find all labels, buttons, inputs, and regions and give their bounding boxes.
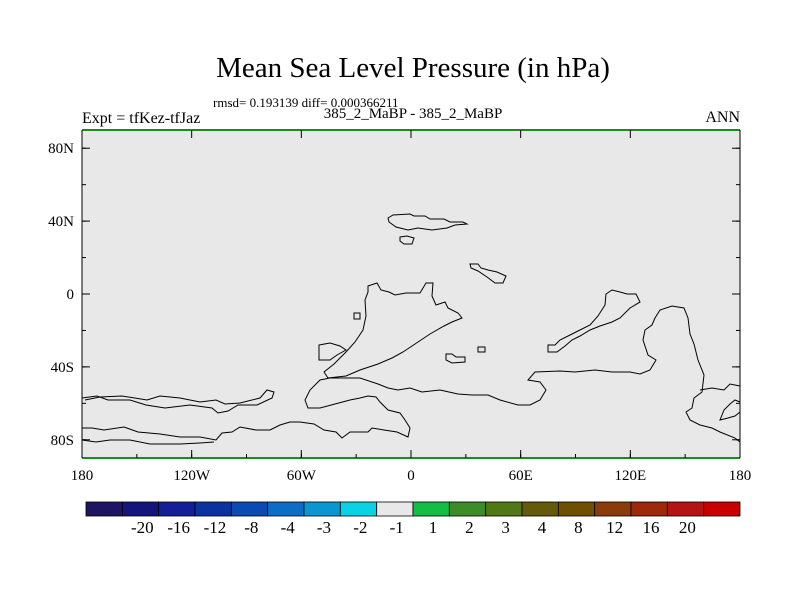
coastline-small-island — [399, 235, 415, 245]
coastline-europe — [387, 213, 469, 231]
coastline-caspian — [469, 263, 507, 284]
colorbar-box — [267, 501, 305, 517]
colorbar-label: -12 — [204, 518, 227, 537]
coastline-antarctica — [82, 305, 741, 443]
colorbar-box — [339, 501, 378, 517]
colorbar-label: 12 — [606, 518, 623, 537]
colorbar-box — [485, 501, 523, 517]
colorbar-box — [448, 501, 487, 517]
lon-tick-label: 0 — [407, 468, 415, 484]
colorbar-box — [376, 501, 414, 517]
colorbar-box — [303, 501, 341, 517]
colorbar-label: -1 — [390, 518, 404, 537]
coastline-tiny-c — [477, 346, 486, 353]
colorbar-box — [194, 501, 232, 517]
lon-tick-label: 60E — [509, 468, 533, 484]
colorbar-box — [412, 501, 450, 517]
experiment-subtitle: 385_2_MaBP - 385_2_MaBP — [323, 106, 503, 122]
colorbar-label: 16 — [642, 518, 659, 537]
colorbar-box — [630, 501, 668, 517]
coastline-tiny-a — [353, 312, 361, 320]
coastline-southern-lower — [81, 439, 215, 445]
axis-ticks: 180 120W 60W 0 60E 120E 180 80N 40N 0 40S 80S — [48, 130, 751, 484]
colorbar-label: -4 — [281, 518, 296, 537]
lon-tick-label: 120W — [173, 468, 211, 484]
coastline-africa — [323, 282, 463, 379]
colorbar-label: 2 — [465, 518, 474, 537]
lat-tick-label: 40N — [48, 214, 74, 230]
coastline-tiny-b — [445, 353, 466, 364]
experiment-label: Expt = tfKez-tfJaz — [82, 110, 201, 127]
colorbar-box — [85, 501, 123, 517]
colorbar-box — [521, 501, 559, 517]
colorbar-box — [703, 501, 741, 517]
map-field — [82, 130, 740, 458]
coastline-asia — [547, 289, 641, 353]
colorbar-label: 8 — [574, 518, 583, 537]
lat-tick-label: 0 — [67, 287, 75, 303]
colorbar-label: 1 — [429, 518, 438, 537]
plot-title: Mean Sea Level Pressure (in hPa) — [216, 52, 610, 84]
lon-tick-label: 180 — [71, 468, 94, 484]
lon-tick-label: 60W — [287, 468, 317, 484]
lon-tick-label: 180 — [729, 468, 752, 484]
colorbar-label: -8 — [244, 518, 258, 537]
colorbar-box — [121, 501, 160, 517]
colorbar-label: -2 — [353, 518, 367, 537]
lat-tick-label: 80N — [48, 141, 74, 157]
colorbar-label: 4 — [538, 518, 547, 537]
lon-tick-label: 120E — [614, 468, 646, 484]
colorbar-box — [230, 501, 269, 517]
colorbar-label: -3 — [317, 518, 331, 537]
colorbar-label: -20 — [131, 518, 154, 537]
season-label: ANN — [705, 109, 740, 126]
colorbar-box — [594, 501, 632, 517]
coastline-madagascar — [318, 342, 347, 361]
lat-tick-label: 40S — [51, 360, 74, 376]
colorbar-label: 3 — [501, 518, 510, 537]
coastline-southern-band — [81, 389, 275, 414]
colorbar-label: -16 — [167, 518, 190, 537]
coastline-australia-east — [699, 383, 741, 391]
lat-tick-label: 80S — [51, 433, 74, 449]
colorbar-label: 20 — [679, 518, 696, 537]
rmsd-diff-stats: rmsd= 0.193139 diff= 0.000366211 — [213, 95, 399, 110]
colorbar-box — [158, 501, 196, 517]
colorbar-box — [666, 501, 705, 517]
colorbar: -20 -16 -12 -8 -4 -3 -2 -1 1 2 3 4 8 12 16 20 — [85, 501, 741, 537]
colorbar-box — [557, 501, 596, 517]
